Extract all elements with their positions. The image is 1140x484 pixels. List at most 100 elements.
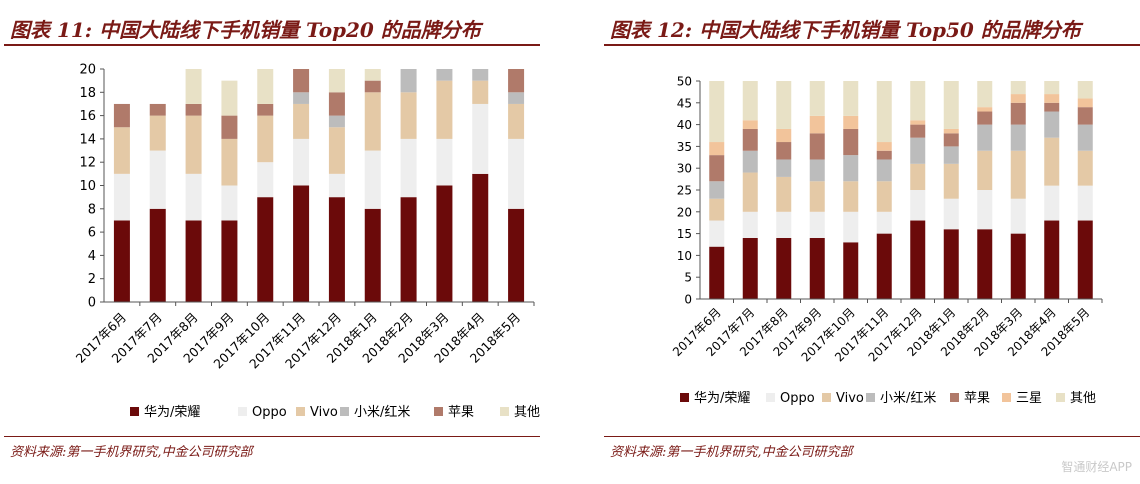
bar-segment [943, 229, 959, 299]
y-tick-label: 12 [79, 156, 96, 171]
bar-segment [221, 80, 238, 116]
y-tick-label: 0 [684, 293, 692, 307]
bar-segment [1010, 233, 1026, 299]
legend-label: Vivo [310, 405, 338, 420]
legend-label: Vivo [836, 391, 864, 406]
bar-segment [910, 220, 926, 299]
legend-label: 其他 [514, 405, 540, 420]
legend-swatch [434, 407, 443, 416]
bar-segment [328, 115, 345, 128]
bar-segment [221, 138, 238, 186]
bar-segment [809, 181, 825, 212]
bar-segment [472, 173, 489, 302]
title-rule [4, 44, 540, 46]
legend-swatch [238, 407, 247, 416]
y-tick-label: 14 [79, 132, 96, 147]
bar-segment [257, 69, 274, 104]
bar-segment [1044, 220, 1060, 299]
y-tick-label: 20 [677, 205, 692, 219]
legend-label: Oppo [780, 391, 815, 406]
bar-segment [1010, 94, 1026, 103]
bar-segment [809, 237, 825, 299]
y-tick-label: 25 [677, 184, 692, 198]
y-tick-label: 20 [79, 63, 96, 78]
bar-segment [709, 142, 725, 156]
y-tick-label: 8 [88, 202, 96, 217]
bar-segment [185, 173, 202, 221]
legend-swatch [950, 393, 959, 402]
bar-segment [400, 69, 417, 93]
bar-segment [508, 92, 525, 104]
bar-segment [977, 190, 993, 230]
bar-segment [185, 115, 202, 174]
bar-segment [843, 128, 859, 156]
legend-label: 其他 [1070, 391, 1096, 406]
y-tick-label: 2 [88, 272, 96, 287]
bar-segment [742, 150, 758, 173]
legend-swatch [1056, 393, 1065, 402]
chart-title: 图表 12: 中国大陆线下手机销量 Top50 的品牌分布 [610, 18, 1081, 42]
bar-segment [977, 81, 993, 108]
bar-segment [257, 197, 274, 302]
bar-segment [293, 185, 310, 302]
legend-label: 华为/荣耀 [694, 391, 750, 406]
legend-label: 苹果 [964, 391, 990, 406]
bar-segment [843, 115, 859, 129]
bar-segment [293, 69, 310, 93]
source-note: 资料来源:第一手机界研究,中金公司研究部 [610, 445, 853, 460]
bar-segment [809, 159, 825, 182]
bar-segment [293, 138, 310, 186]
bar-segment [910, 190, 926, 221]
legend-swatch [766, 393, 775, 402]
bar-segment [1044, 137, 1060, 186]
legend-swatch [130, 407, 139, 416]
bar-segment [1077, 150, 1093, 186]
bar-segment [1010, 124, 1026, 151]
bar-segment [185, 69, 202, 104]
bar-segment [1044, 111, 1060, 138]
bar-segment [809, 81, 825, 116]
bar-segment [508, 208, 525, 302]
bar-segment [876, 159, 892, 182]
bar-segment [809, 133, 825, 160]
y-tick-label: 0 [88, 296, 96, 311]
bar-segment [149, 103, 166, 116]
bar-segment [943, 146, 959, 164]
bar-segment [943, 81, 959, 129]
bar-segment [977, 229, 993, 299]
legend-swatch [296, 407, 305, 416]
y-tick-label: 10 [677, 249, 692, 263]
bar-segment [977, 107, 993, 112]
bar-segment [876, 211, 892, 234]
bar-segment [843, 211, 859, 243]
bar-segment [876, 150, 892, 160]
bar-segment [221, 115, 238, 139]
bar-segment [221, 185, 238, 221]
y-tick-label: 50 [677, 75, 692, 89]
y-tick-label: 6 [88, 226, 96, 241]
bar-segment [328, 173, 345, 198]
legend-swatch [1002, 393, 1011, 402]
bar-segment [293, 92, 310, 104]
stacked-bar-chart-top50: 051015202530354045502017年6月2017年7月2017年8… [670, 75, 1103, 406]
bar-segment [709, 220, 725, 247]
bar-segment [742, 128, 758, 151]
bar-segment [113, 220, 130, 302]
bar-segment [1010, 150, 1026, 199]
bar-segment [709, 246, 725, 299]
bar-segment [364, 80, 381, 93]
source-note: 资料来源:第一手机界研究,中金公司研究部 [10, 445, 253, 460]
legend-label: 小米/红米 [354, 404, 410, 420]
bar-segment [257, 162, 274, 198]
y-tick-label: 15 [677, 227, 692, 241]
bar-segment [293, 103, 310, 139]
bar-segment [809, 211, 825, 238]
legend-swatch [866, 393, 875, 402]
bar-segment [776, 237, 792, 299]
title-rule [604, 44, 1140, 46]
bar-segment [742, 172, 758, 212]
bar-segment [1077, 124, 1093, 151]
y-tick-label: 35 [677, 140, 692, 154]
bar-segment [742, 211, 758, 238]
bar-segment [977, 111, 993, 125]
